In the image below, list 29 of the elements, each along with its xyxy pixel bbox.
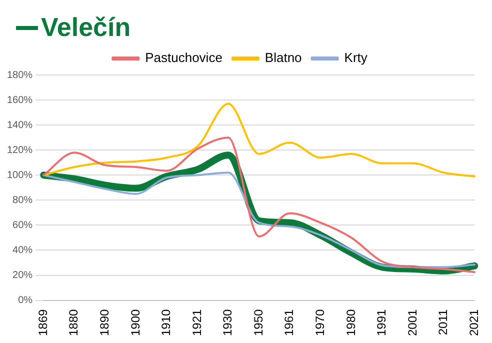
x-tick-label: 1869	[36, 308, 50, 336]
x-tick-label: 1961	[282, 308, 296, 336]
x-tick-label: 1890	[97, 308, 112, 336]
x-tick-label: 1970	[312, 308, 327, 336]
y-tick-label: 160%	[7, 94, 33, 106]
x-tick-label: 1980	[344, 308, 358, 336]
legend-label: Krty	[344, 50, 368, 66]
x-tick-label: 2001	[405, 308, 420, 336]
y-tick-label: 120%	[7, 144, 33, 156]
legend-label: Pastuchovice	[145, 50, 222, 66]
y-tick-label: 140%	[7, 120, 33, 131]
y-tick-label: 180%	[7, 70, 33, 81]
x-tick-label: 1950	[251, 308, 266, 336]
y-tick-label: 100%	[7, 170, 33, 181]
x-tick-label: 1900	[128, 308, 142, 336]
x-tick-label: 1910	[159, 308, 174, 336]
x-tick-label: 1991	[374, 308, 389, 336]
y-tick-label: 80%	[12, 194, 33, 206]
x-tick-label: 1880	[66, 308, 81, 336]
y-tick-label: 60%	[12, 220, 33, 231]
legend-label: Blatno	[264, 50, 302, 66]
y-tick-label: 20%	[12, 270, 33, 282]
y-tick-label: 40%	[12, 244, 33, 256]
x-tick-label: 2011	[436, 308, 450, 336]
legend-label: Velečín	[41, 12, 131, 43]
x-tick-label: 1921	[190, 308, 204, 336]
x-tick-label: 2021	[466, 308, 481, 336]
y-tick-label: 0%	[18, 295, 33, 306]
x-tick-label: 1930	[220, 308, 235, 336]
